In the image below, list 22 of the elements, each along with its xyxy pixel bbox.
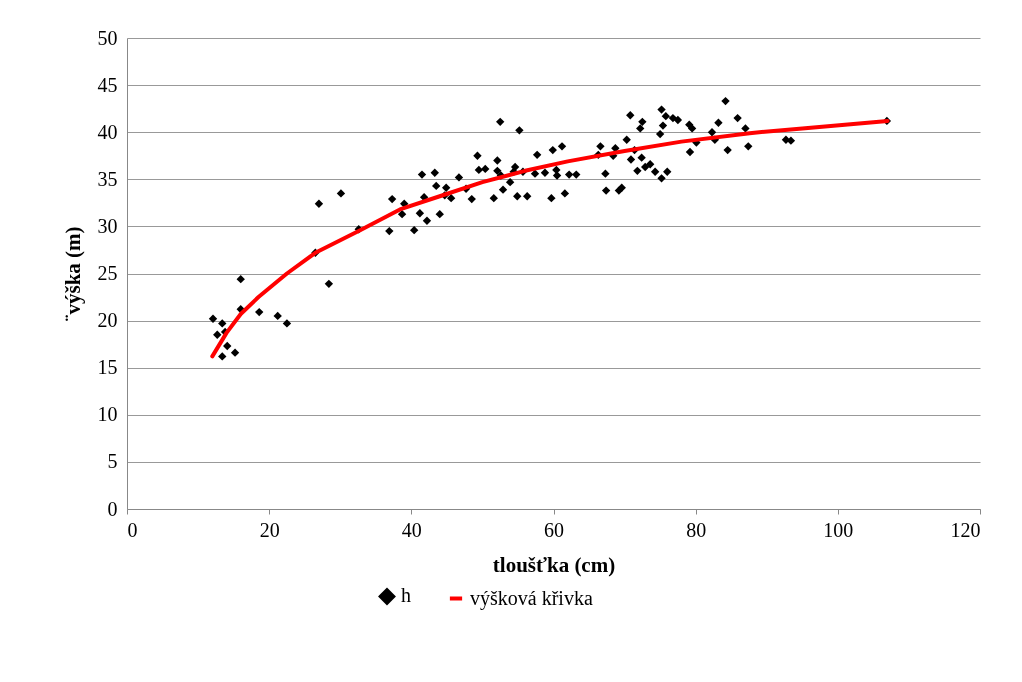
y-tick-label: 45 bbox=[97, 73, 118, 96]
x-tick-label: 120 bbox=[950, 518, 981, 541]
x-tick-label: 100 bbox=[823, 518, 854, 541]
x-tick-label: 40 bbox=[401, 518, 422, 541]
legend-label: h bbox=[401, 584, 411, 607]
y-tick-label: 30 bbox=[97, 214, 118, 237]
x-tick-label: 20 bbox=[259, 518, 280, 541]
y-tick-label: 35 bbox=[97, 167, 118, 190]
y-tick-label: 50 bbox=[97, 26, 118, 49]
legend-label: výšková křivka bbox=[470, 586, 593, 610]
y-tick-label: 20 bbox=[97, 309, 118, 332]
x-tick-label: 0 bbox=[127, 518, 138, 541]
y-axis-title: ¨výška (m) bbox=[60, 226, 85, 322]
y-tick-label: 0 bbox=[107, 497, 118, 520]
y-tick-label: 5 bbox=[107, 450, 118, 473]
y-tick-label: 40 bbox=[97, 120, 118, 143]
y-tick-label: 25 bbox=[97, 262, 118, 284]
x-tick-label: 60 bbox=[544, 518, 564, 541]
y-tick-label: 10 bbox=[97, 403, 118, 426]
x-tick-label: 80 bbox=[686, 518, 707, 541]
x-axis-title: tloušťka (cm) bbox=[492, 552, 616, 577]
y-tick-label: 15 bbox=[97, 356, 118, 379]
